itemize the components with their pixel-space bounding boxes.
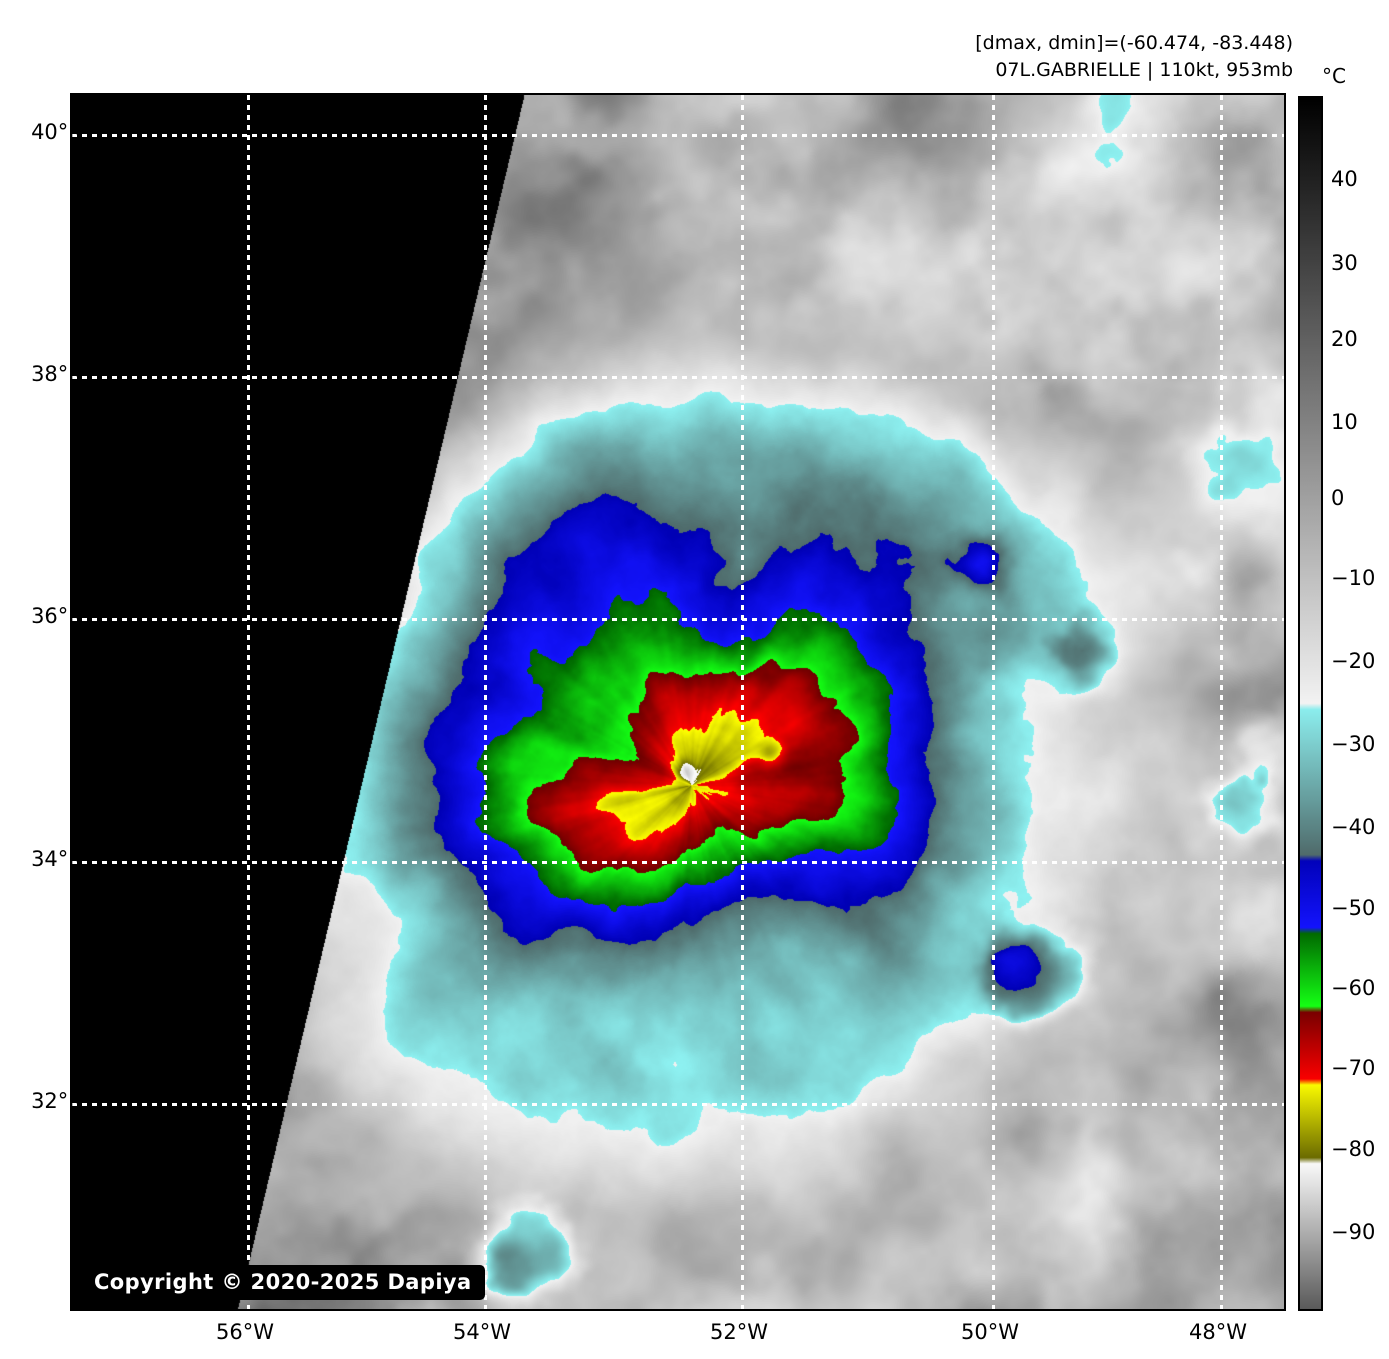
colorbar-tick-0: 0 <box>1331 486 1345 510</box>
infrared-satellite-raster <box>72 95 1284 1309</box>
lat-tick-40n: 40°N <box>31 120 84 144</box>
lon-tick-56w: 56°W <box>216 1320 274 1344</box>
lat-tick-32n: 32°N <box>31 1089 84 1113</box>
colorbar-tick-m20: −20 <box>1331 649 1376 673</box>
colorbar-tick-m40: −40 <box>1331 815 1376 839</box>
colorbar-tick-m80: −80 <box>1331 1137 1376 1161</box>
copyright-watermark: Copyright © 2020-2025 Dapiya <box>81 1265 485 1300</box>
colorbar-tick-m10: −10 <box>1331 566 1376 590</box>
dmax-dmin-label: [dmax, dmin]=(-60.474, -83.448) <box>975 32 1293 54</box>
colorbar-tick-30: 30 <box>1331 251 1358 275</box>
colorbar-tick-m50: −50 <box>1331 896 1376 920</box>
satellite-image-plot: Copyright © 2020-2025 Dapiya <box>70 93 1286 1311</box>
lon-tick-52w: 52°W <box>710 1320 768 1344</box>
colorbar-tick-m90: −90 <box>1331 1220 1376 1244</box>
colorbar-tick-10: 10 <box>1331 410 1358 434</box>
colorbar-tick-m70: −70 <box>1331 1056 1376 1080</box>
temperature-colorbar <box>1298 96 1323 1311</box>
colorbar-tick-m30: −30 <box>1331 732 1376 756</box>
lon-tick-48w: 48°W <box>1189 1320 1247 1344</box>
colorbar-tick-40: 40 <box>1331 167 1358 191</box>
metadata-block: [dmax, dmin]=(-60.474, -83.448) 07L.GABR… <box>975 30 1293 84</box>
colorbar-tick-20: 20 <box>1331 327 1358 351</box>
lat-tick-36n: 36°N <box>31 604 84 628</box>
storm-info-label: 07L.GABRIELLE | 110kt, 953mb <box>995 59 1293 81</box>
lon-tick-50w: 50°W <box>961 1320 1019 1344</box>
colorbar-gradient <box>1300 98 1321 1309</box>
lat-tick-38n: 38°N <box>31 362 84 386</box>
colorbar-unit-label: °C <box>1322 64 1346 88</box>
lat-tick-34n: 34°N <box>31 847 84 871</box>
lon-tick-54w: 54°W <box>453 1320 511 1344</box>
colorbar-tick-m60: −60 <box>1331 976 1376 1000</box>
